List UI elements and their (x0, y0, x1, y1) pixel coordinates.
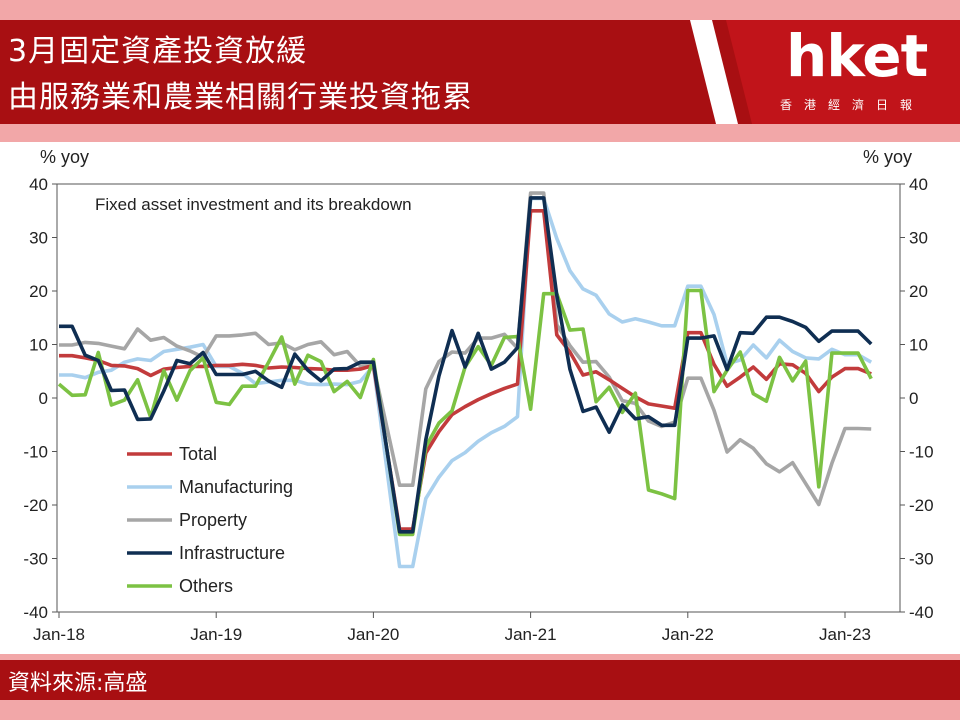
series-line-infrastructure (59, 196, 873, 534)
legend-label-manufacturing: Manufacturing (179, 477, 293, 497)
x-tick-label: Jan-23 (819, 625, 871, 644)
y-tick-label-left: -40 (23, 603, 48, 622)
y-tick-label-right: -40 (909, 603, 934, 622)
series-line-manufacturing (59, 196, 873, 569)
legend-label-total: Total (179, 444, 217, 464)
bottom-decorative-band (0, 700, 960, 720)
legend-label-others: Others (179, 576, 233, 596)
footer-banner: 資料來源:高盛 (0, 660, 960, 700)
header-banner: 3月固定資產投資放緩 由服務業和農業相關行業投資拖累 hket 香港經濟日報 (0, 20, 960, 124)
series-line-others (57, 288, 873, 537)
axes: 40 40 30 30 20 20 10 10 0 0 -10 -10 -20 -20 -30 -30 -40 -… (23, 175, 933, 644)
top-decorative-band (0, 0, 960, 20)
logo-subtext: 香港經濟日報 (780, 98, 925, 112)
x-tick-label: Jan-18 (33, 625, 85, 644)
legend: Total Manufacturing Property Infrastructure… (127, 444, 293, 596)
x-tick-label: Jan-20 (347, 625, 399, 644)
y-axis-label-left: % yoy (40, 147, 89, 167)
y-tick-label-left: 30 (29, 229, 48, 248)
mid-decorative-band (0, 124, 960, 142)
legend-label-property: Property (179, 510, 247, 530)
y-tick-label-left: 40 (29, 175, 48, 194)
source-note: 資料來源:高盛 (8, 671, 148, 696)
y-tick-label-left: -30 (23, 550, 48, 569)
y-tick-label-left: -10 (23, 443, 48, 462)
y-tick-label-left: 20 (29, 282, 48, 301)
y-tick-label-right: 10 (909, 336, 928, 355)
y-tick-label-right: 30 (909, 229, 928, 248)
hket-logo: hket 香港經濟日報 (690, 20, 960, 124)
legend-label-infrastructure: Infrastructure (179, 543, 285, 563)
y-tick-label-left: -20 (23, 496, 48, 515)
y-tick-label-right: -10 (909, 443, 934, 462)
x-tick-label: Jan-22 (662, 625, 714, 644)
page-title-line-1: 3月固定資產投資放緩 (8, 34, 308, 69)
x-tick-label: Jan-21 (505, 625, 557, 644)
line-chart: % yoy % yoy Fixed asset investment and i… (23, 147, 933, 644)
y-tick-label-right: 0 (909, 389, 918, 408)
x-tick-label: Jan-19 (190, 625, 242, 644)
chart-title: Fixed asset investment and its breakdown (95, 195, 412, 214)
chart-area: % yoy % yoy Fixed asset investment and i… (0, 142, 960, 654)
y-tick-label-right: 20 (909, 282, 928, 301)
lower-decorative-band (0, 654, 960, 660)
y-tick-label-right: -30 (909, 550, 934, 569)
y-tick-label-left: 0 (39, 389, 48, 408)
page-title-line-2: 由服務業和農業相關行業投資拖累 (8, 80, 473, 115)
y-tick-label-right: -20 (909, 496, 934, 515)
y-tick-label-left: 10 (29, 336, 48, 355)
series-lines (57, 191, 873, 569)
y-tick-label-right: 40 (909, 175, 928, 194)
logo-wordmark: hket (786, 22, 928, 90)
logo-stripes (690, 20, 960, 124)
y-axis-label-right: % yoy (863, 147, 912, 167)
